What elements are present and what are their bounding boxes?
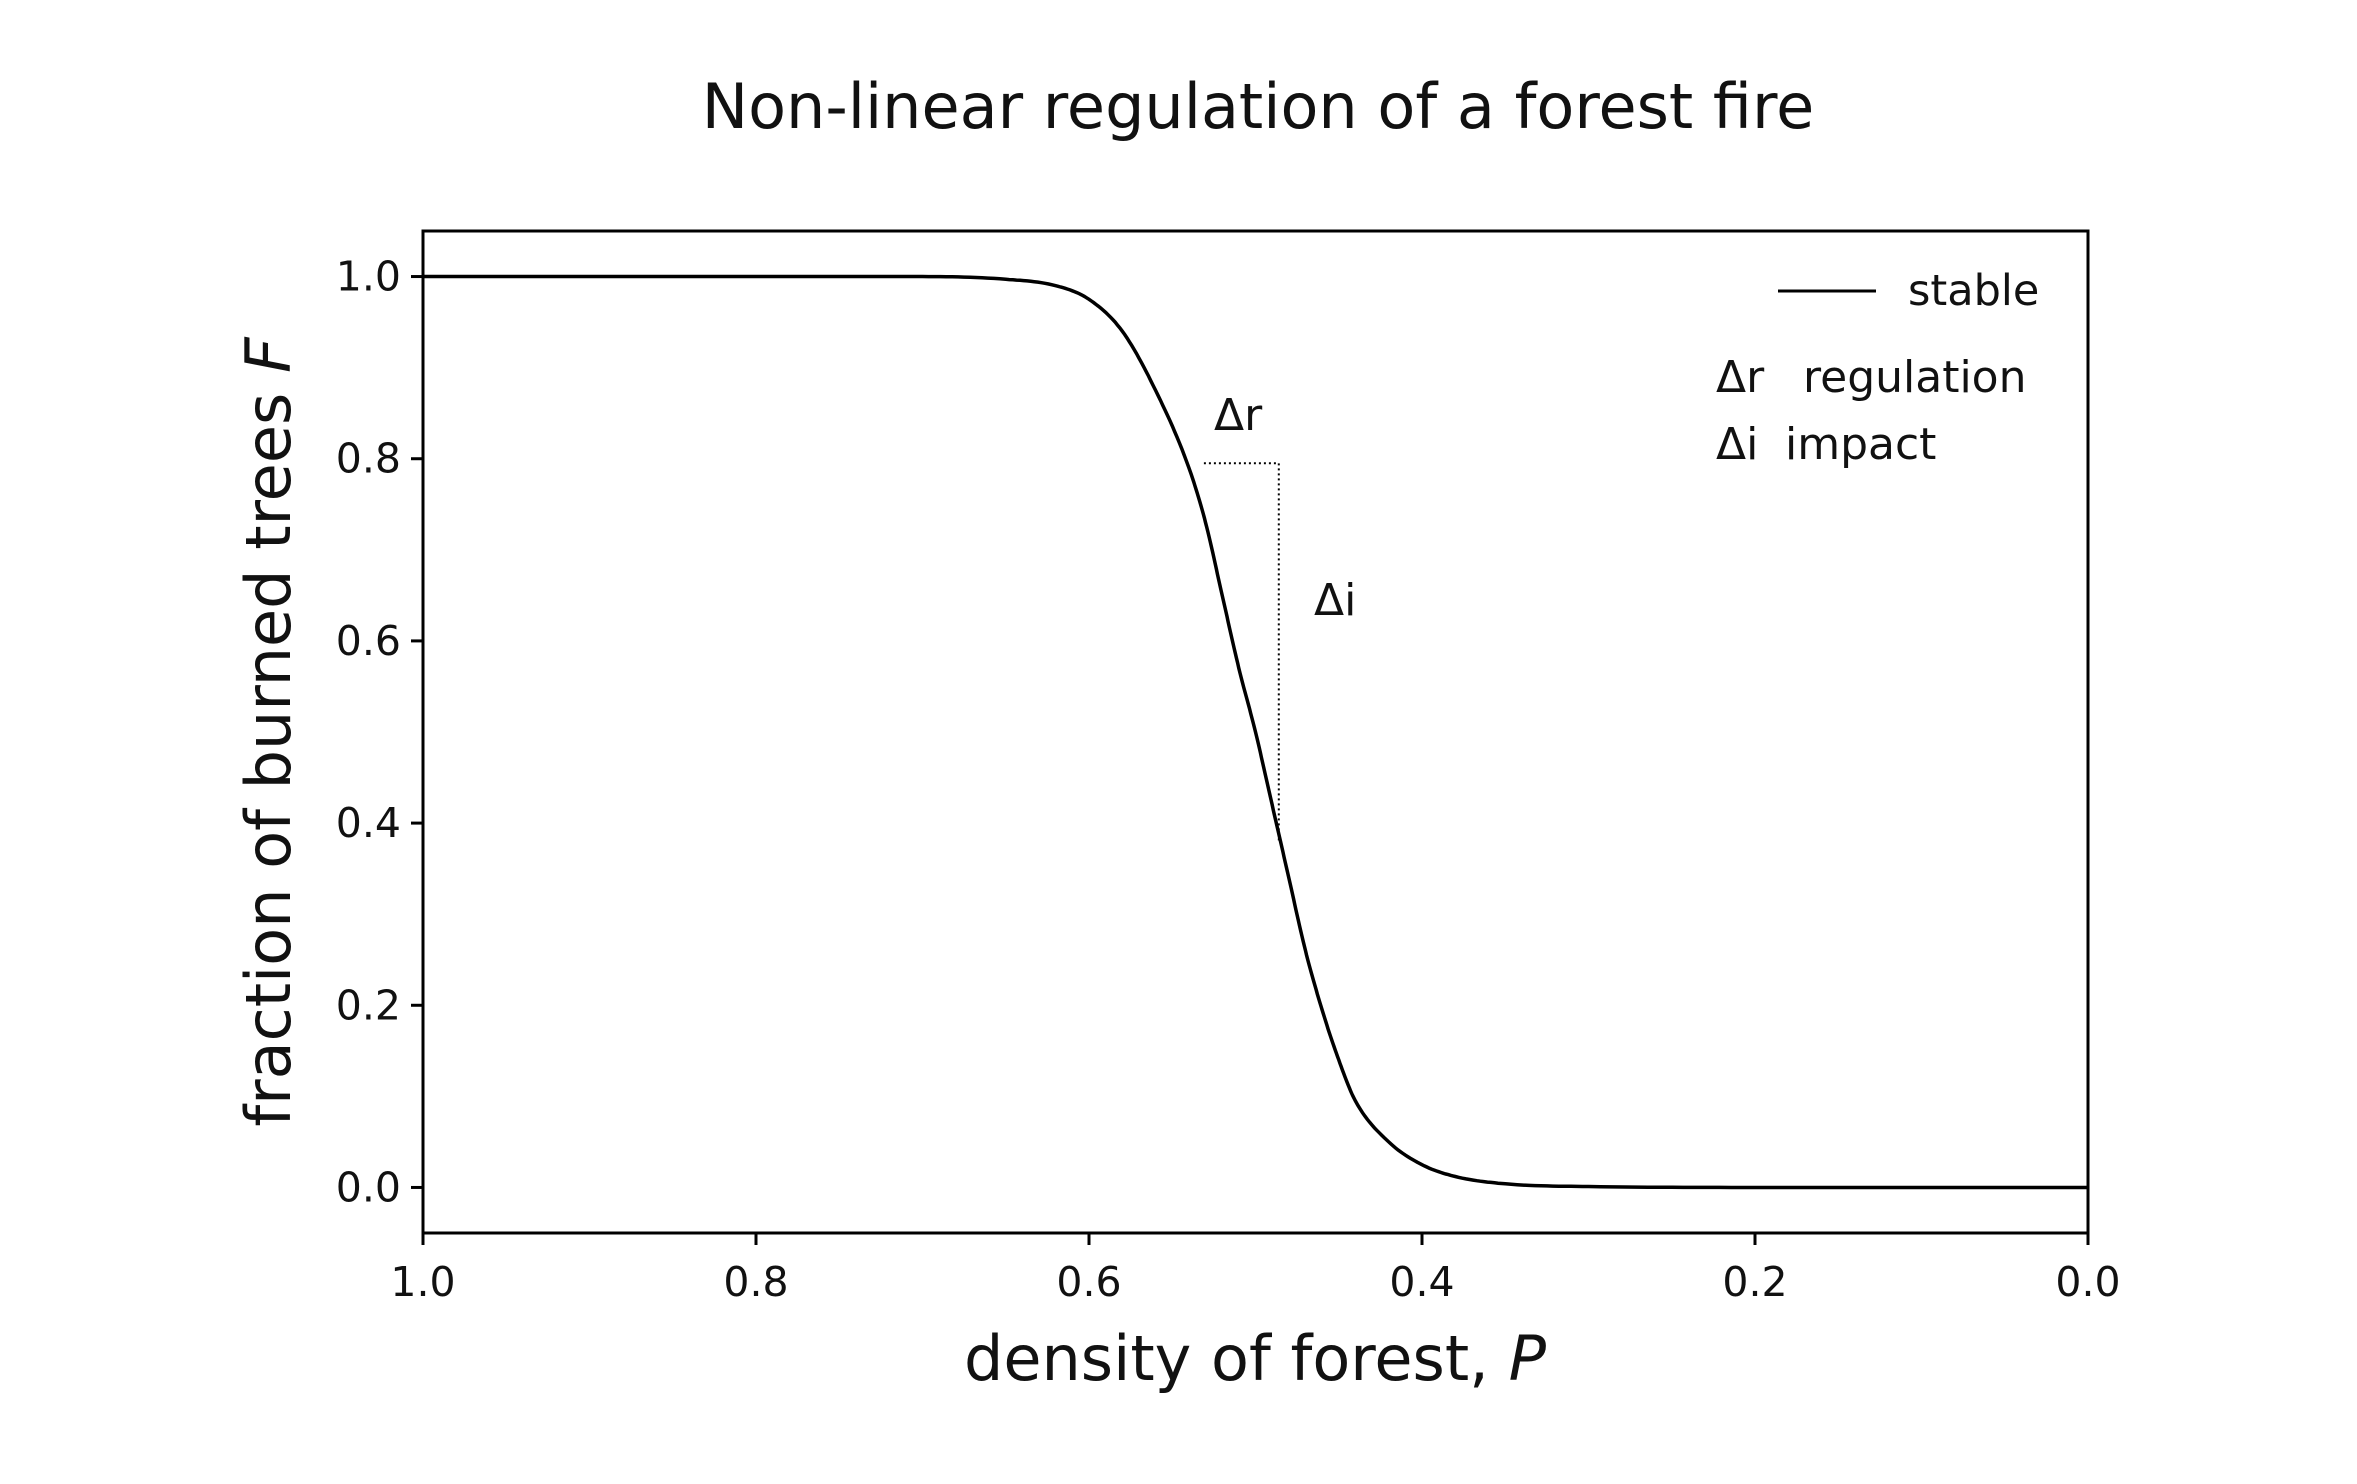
y-tick-label: 1.0 bbox=[336, 253, 401, 301]
stable-series-line bbox=[423, 274, 2088, 1190]
delta-i-label: Δi bbox=[1314, 575, 1356, 626]
x-tick-label: 0.6 bbox=[1056, 1258, 1121, 1306]
key-text-regulation: regulation bbox=[1803, 352, 2026, 403]
y-axis-label-text: fraction of burned trees bbox=[232, 373, 305, 1127]
x-axis-label-text: density of forest, bbox=[964, 1322, 1509, 1395]
y-tick-label: 0.6 bbox=[336, 617, 401, 665]
y-tick-label: 0.2 bbox=[336, 981, 401, 1029]
chart-title: Non-linear regulation of a forest fire bbox=[702, 70, 1815, 143]
plot-frame bbox=[421, 229, 2090, 1235]
y-axis-label-variable: F bbox=[232, 336, 305, 373]
x-axis-label-variable: P bbox=[1509, 1322, 1547, 1395]
x-tick-label: 0.0 bbox=[2055, 1258, 2120, 1306]
x-tick-label: 0.2 bbox=[1722, 1258, 1787, 1306]
y-axis: 0.0 0.2 0.4 0.6 0.8 1.0 bbox=[336, 253, 423, 1211]
x-axis-label: density of forest, P bbox=[964, 1322, 1547, 1395]
annotation-bracket bbox=[1203, 462, 1280, 842]
x-axis: 1.0 0.8 0.6 0.4 0.2 0.0 bbox=[390, 1233, 2121, 1306]
annotation-key: Δr regulation Δi impact bbox=[1716, 352, 2026, 470]
x-tick-label: 0.8 bbox=[723, 1258, 788, 1306]
y-tick-label: 0.0 bbox=[336, 1163, 401, 1211]
key-symbol-regulation: Δr bbox=[1716, 352, 1765, 403]
y-tick-label: 0.4 bbox=[336, 799, 401, 847]
y-tick-label: 0.8 bbox=[336, 435, 401, 483]
key-symbol-impact: Δi bbox=[1716, 419, 1758, 470]
plot-area: 1.0 0.8 0.6 0.4 0.2 0.0 0.0 0.2 0.4 0.6 0.8 1.0 bbox=[336, 229, 2121, 1306]
key-text-impact: impact bbox=[1785, 419, 1936, 470]
y-axis-label: fraction of burned trees F bbox=[232, 336, 305, 1127]
x-tick-label: 0.4 bbox=[1389, 1258, 1454, 1306]
delta-r-label: Δr bbox=[1214, 390, 1263, 441]
legend: stable bbox=[1778, 266, 2039, 316]
legend-label-stable: stable bbox=[1908, 266, 2039, 316]
x-tick-label: 1.0 bbox=[390, 1258, 455, 1306]
